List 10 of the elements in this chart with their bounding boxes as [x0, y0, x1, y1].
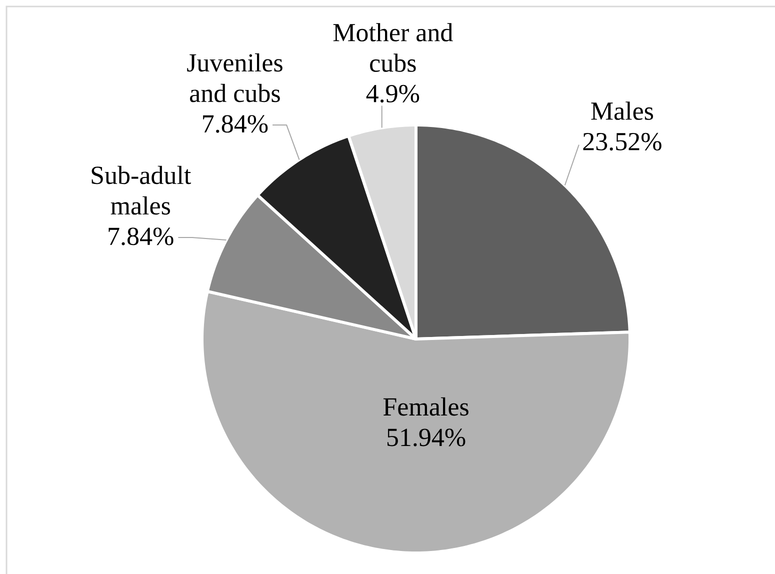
slice-label: Mother and cubs [333, 23, 453, 72]
slice-label: Sub-adult males [92, 166, 192, 215]
data-label: 7.84% [108, 228, 174, 246]
slice-label: Males [591, 102, 654, 120]
data-label: 51.94% [387, 428, 466, 446]
data-label: 4.9% [366, 84, 420, 103]
slice-label: Females [383, 397, 468, 416]
slice-label: Juveniles and cubs [187, 53, 282, 102]
data-label: 7.84% [203, 115, 268, 133]
data-label: 23.52% [583, 132, 662, 151]
